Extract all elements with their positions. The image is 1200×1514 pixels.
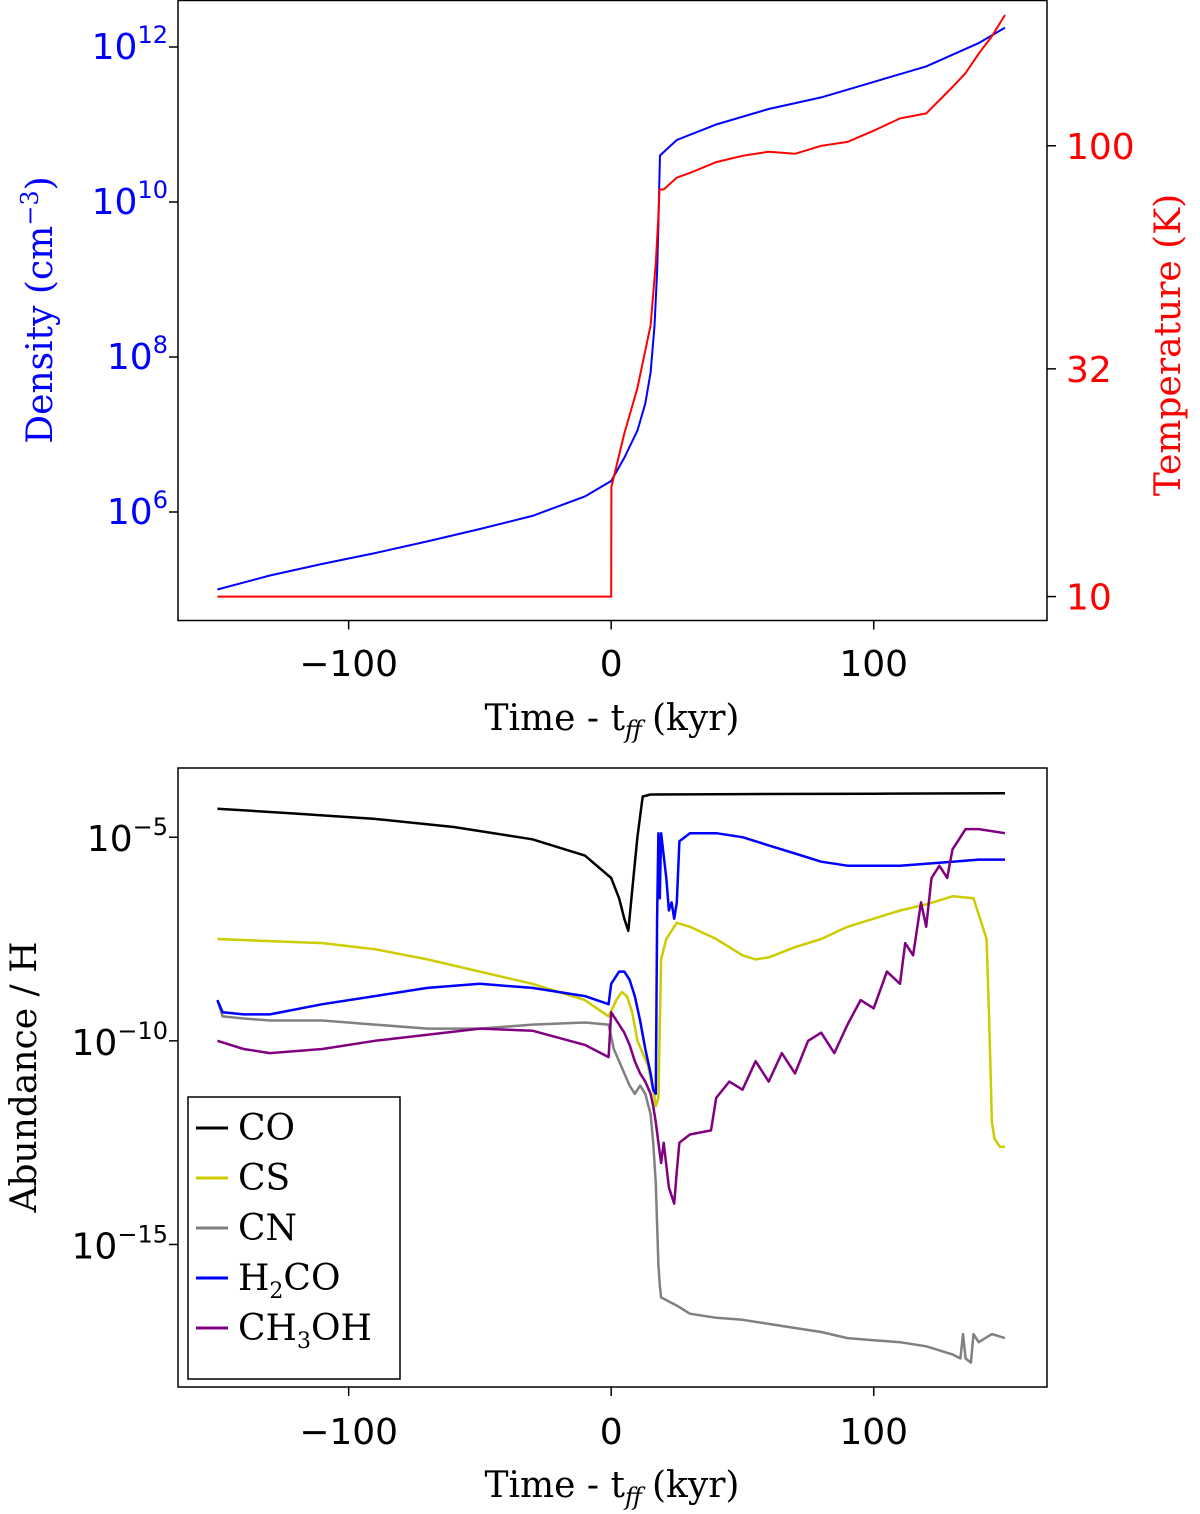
bottom-plot-frame (177, 767, 1048, 1388)
bottom-x-ticks: −100 0 100 (299, 1387, 908, 1453)
density-tick-label: 106 (107, 486, 168, 533)
series-cs (217, 895, 1005, 1148)
density-temperature-panel: −100 0 100 106 108 1010 1012 10 32 100 Time - t… (16, 0, 1189, 744)
bottom-y-ticks: 10−15 10−10 10−5 (72, 813, 178, 1267)
temperature-axis-label: Temperature (K) (1148, 194, 1189, 496)
x-tick-label: 100 (839, 644, 908, 685)
density-temperature-lines (217, 14, 1006, 598)
x-tick-label: −100 (299, 1412, 398, 1453)
abundance-lines (216, 791, 1006, 1364)
legend-box (187, 1096, 401, 1380)
series-co (217, 791, 1006, 933)
legend-label: CN (238, 1208, 297, 1249)
x-tick-label: 100 (839, 1412, 908, 1453)
temperature-tick-label: 10 (1066, 578, 1112, 619)
temperature-tick-label: 32 (1066, 350, 1112, 391)
legend-label: H2CO (238, 1258, 340, 1304)
legend-label: CS (238, 1158, 290, 1199)
density-tick-label: 1010 (92, 176, 168, 223)
x-tick-label: 0 (600, 644, 623, 685)
series-h2co (216, 831, 1005, 1096)
series-density (217, 26, 1006, 591)
top-right-y-ticks: 10 32 100 (1047, 127, 1135, 619)
legend-label: CO (238, 1108, 295, 1149)
legend-label: CH3OH (238, 1308, 372, 1354)
density-axis-label: Density (cm−3) (16, 176, 61, 443)
series-temperature (217, 14, 1006, 598)
series-ch3oh (217, 827, 1006, 1205)
temperature-tick-label: 100 (1066, 127, 1135, 168)
top-x-ticks: −100 0 100 (299, 620, 908, 685)
bottom-x-axis-label: Time - tff (kyr) (485, 1465, 740, 1511)
top-x-axis-label: Time - tff (kyr) (485, 698, 740, 744)
density-tick-label: 1012 (92, 21, 168, 68)
density-tick-label: 108 (107, 331, 168, 378)
abundance-axis-label: Abundance / H (4, 942, 45, 1214)
abundance-tick-label: 10−10 (72, 1017, 168, 1064)
abundance-tick-label: 10−5 (87, 813, 168, 860)
x-tick-label: 0 (600, 1412, 623, 1453)
series-cn (216, 999, 1006, 1364)
x-tick-label: −100 (299, 644, 398, 685)
abundance-tick-label: 10−15 (72, 1220, 168, 1267)
top-plot-frame (177, 0, 1048, 622)
top-left-y-ticks: 106 108 1010 1012 (92, 21, 178, 533)
